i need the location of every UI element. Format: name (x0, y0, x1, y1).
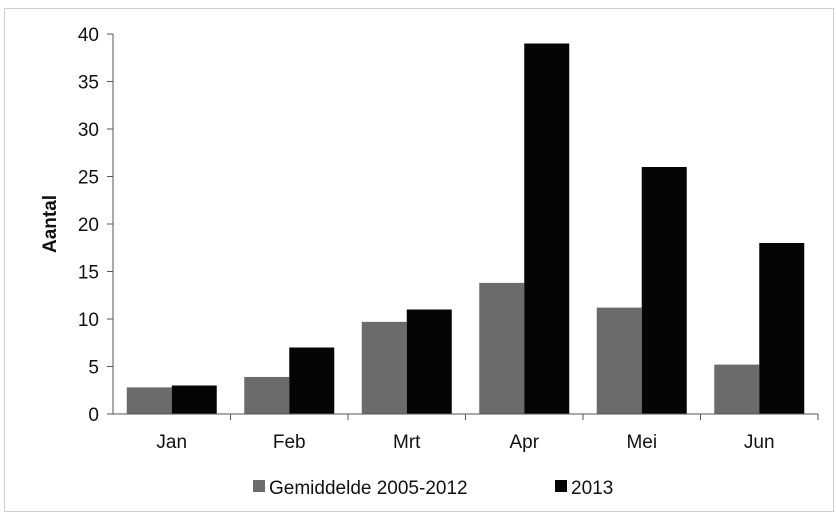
bars (126, 43, 805, 414)
bar-2013-apr (524, 43, 570, 414)
y-tick-label: 25 (78, 168, 99, 189)
x-tick-label: Mrt (393, 432, 421, 453)
bar-2013-jun (759, 243, 805, 414)
bar-gemiddelde-jun (714, 364, 760, 414)
x-tick-label: Jun (744, 432, 775, 453)
legend: Gemiddelde 2005-2012 2013 (253, 478, 613, 499)
x-tick-label: Jan (156, 432, 187, 453)
bar-2013-mrt (406, 309, 452, 414)
y-tick-label: 40 (78, 25, 99, 46)
bar-2013-feb (289, 347, 335, 414)
bar-2013-jan (171, 385, 217, 414)
x-tick-label: Feb (273, 432, 306, 453)
y-tick-label: 35 (78, 73, 99, 94)
y-tick-label: 0 (88, 405, 99, 426)
y-tick-label: 30 (78, 120, 99, 141)
bar-gemiddelde-feb (244, 376, 290, 414)
x-tick-label: Mei (626, 432, 657, 453)
legend-swatch (253, 480, 265, 492)
y-tick-label: 10 (78, 310, 99, 331)
bar-gemiddelde-jan (126, 387, 172, 414)
bar-gemiddelde-mei (596, 307, 642, 414)
chart-frame (4, 8, 834, 512)
bar-gemiddelde-mrt (361, 321, 407, 414)
bar-2013-mei (641, 167, 687, 414)
y-axis-ticks: 0 5 10 15 20 25 30 35 40 (78, 25, 113, 426)
legend-label: Gemiddelde 2005-2012 (269, 478, 468, 499)
x-axis-ticks: Jan Feb Mrt Apr Mei Jun (156, 414, 819, 453)
x-tick-label: Apr (509, 432, 539, 453)
y-axis-title: Aantal (40, 195, 61, 253)
y-tick-label: 5 (88, 358, 99, 379)
y-tick-label: 15 (78, 263, 99, 284)
legend-swatch (555, 480, 567, 492)
legend-label: 2013 (571, 478, 613, 499)
y-tick-label: 20 (78, 215, 99, 236)
bar-gemiddelde-apr (479, 282, 525, 414)
